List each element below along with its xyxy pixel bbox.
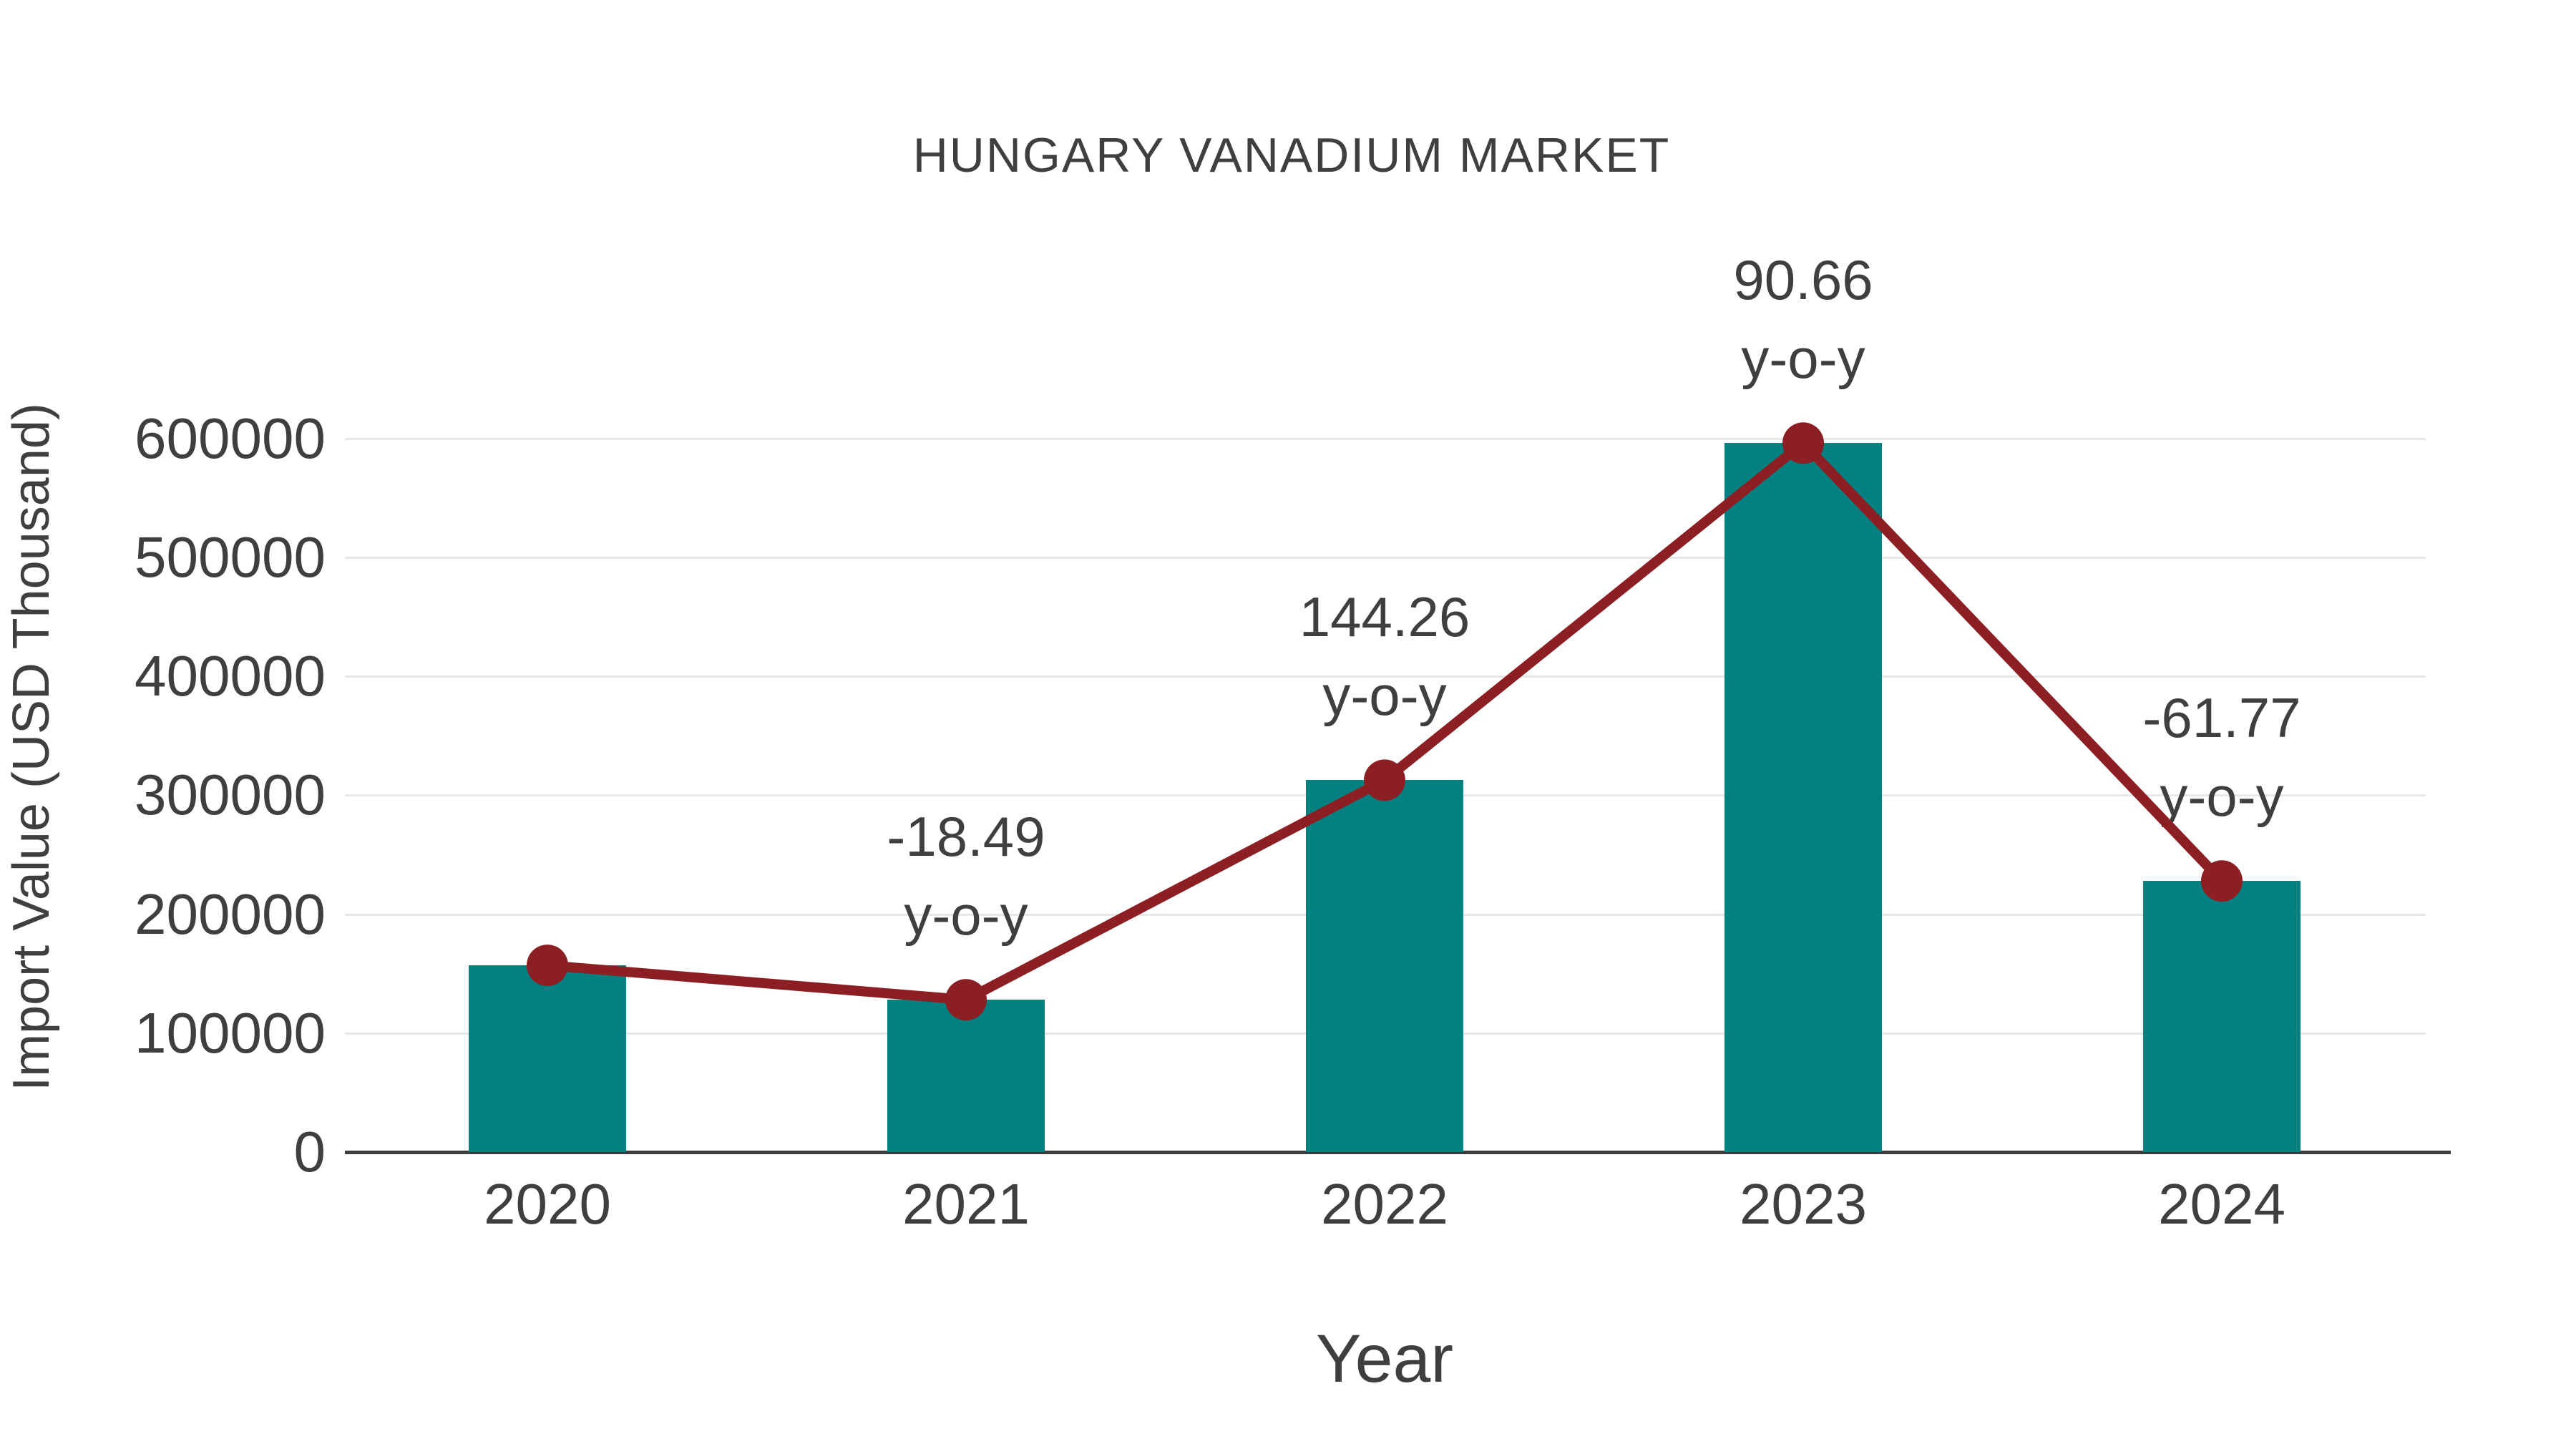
annotation-value: 144.26 xyxy=(1299,585,1470,649)
bar-2023 xyxy=(1724,443,1882,1152)
line-marker-2023 xyxy=(1782,422,1824,464)
x-tick-label: 2024 xyxy=(2158,1172,2285,1236)
gridline-400000 xyxy=(345,675,2426,678)
y-tick-label: 100000 xyxy=(135,1000,326,1065)
bar-2024 xyxy=(2143,881,2301,1152)
gridline-600000 xyxy=(345,437,2426,440)
y-tick-label: 300000 xyxy=(135,763,326,827)
yoy-line xyxy=(547,436,2226,1005)
x-tick-label: 2023 xyxy=(1740,1172,1867,1236)
y-tick-label: 600000 xyxy=(135,406,326,470)
annotation-value: 90.66 xyxy=(1733,248,1873,312)
line-marker-2024 xyxy=(2201,860,2243,902)
line-marker-2020 xyxy=(527,945,568,987)
bar-2022 xyxy=(1306,780,1463,1152)
line-marker-2021 xyxy=(945,979,987,1021)
annotation-value: -61.77 xyxy=(2142,686,2301,750)
annotation-value: -18.49 xyxy=(887,805,1045,869)
x-tick-label: 2021 xyxy=(902,1172,1030,1236)
annotation-suffix: y-o-y xyxy=(904,884,1028,947)
chart-title: HUNGARY VANADIUM MARKET xyxy=(912,128,1671,182)
x-tick-label: 2022 xyxy=(1321,1172,1448,1236)
x-tick-label: 2020 xyxy=(484,1172,611,1236)
line-marker-2022 xyxy=(1364,759,1405,801)
y-tick-label: 400000 xyxy=(135,644,326,708)
y-tick-label: 0 xyxy=(293,1120,326,1184)
annotation-suffix: y-o-y xyxy=(2160,765,2284,829)
annotation-suffix: y-o-y xyxy=(1322,664,1447,728)
bar-2021 xyxy=(887,1000,1045,1152)
gridline-500000 xyxy=(345,557,2426,559)
bar-2020 xyxy=(469,965,626,1152)
x-axis-title: Year xyxy=(1316,1321,1453,1397)
annotation-suffix: y-o-y xyxy=(1741,327,1865,391)
y-tick-label: 500000 xyxy=(135,525,326,589)
y-tick-label: 200000 xyxy=(135,882,326,946)
x-axis-line xyxy=(345,1151,2451,1154)
